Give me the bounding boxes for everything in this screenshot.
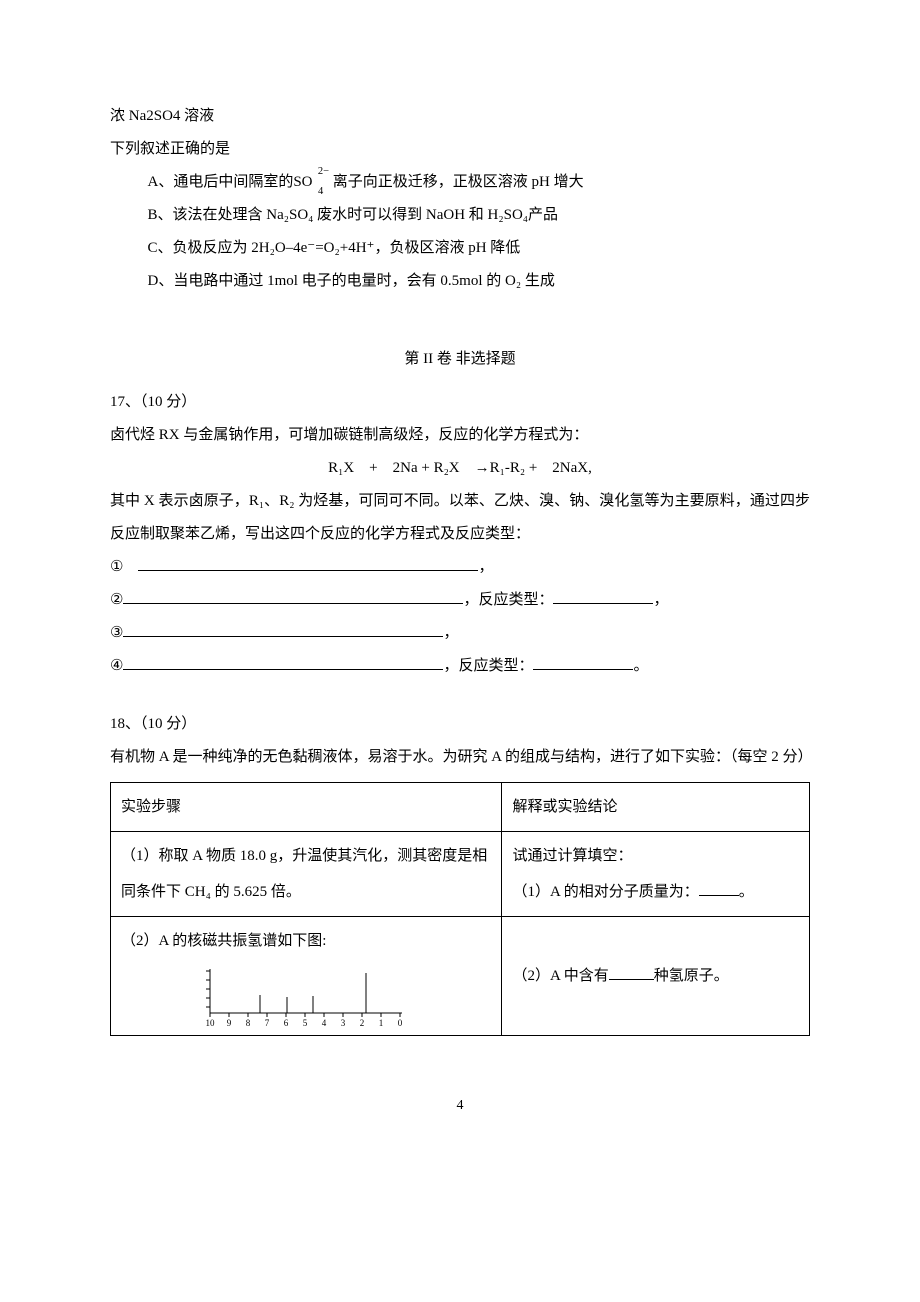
option-b: B、该法在处理含 Na₂SO₄ 废水时可以得到 NaOH 和 H₂SO₄产品 xyxy=(110,199,810,232)
q17-item-2: ② ，反应类型： ， xyxy=(110,584,810,617)
svg-text:10: 10 xyxy=(206,1018,216,1028)
row1-right-l2-pre: （1）A 的相对分子质量为： xyxy=(512,884,698,900)
svg-text:1: 1 xyxy=(379,1018,384,1028)
svg-text:8: 8 xyxy=(246,1018,251,1028)
svg-text:0: 0 xyxy=(398,1018,403,1028)
item4-mid: ，反应类型： xyxy=(443,658,533,674)
item1-suffix: ， xyxy=(478,559,493,575)
experiment-table: 实验步骤 解释或实验结论 （1）称取 A 物质 18.0 g，升温使其汽化，测其… xyxy=(110,782,810,1036)
blank-4-type[interactable] xyxy=(533,652,633,670)
svg-text:4: 4 xyxy=(322,1018,327,1028)
table-row-1: （1）称取 A 物质 18.0 g，升温使其汽化，测其密度是相同条件下 CH₄ … xyxy=(111,832,810,917)
option-a-post: 离子向正极迁移，正极区溶液 pH 增大 xyxy=(329,174,584,190)
blank-1[interactable] xyxy=(138,553,478,571)
header-right: 解释或实验结论 xyxy=(502,783,810,832)
row1-right: 试通过计算填空： （1）A 的相对分子质量为： 。 xyxy=(502,832,810,917)
q18-line-1: 有机物 A 是一种纯净的无色黏稠液体，易溶于水。为研究 A 的组成与结构，进行了… xyxy=(110,741,810,774)
item2-mid: ，反应类型： xyxy=(463,592,553,608)
nmr-spectrum: 109876543210 xyxy=(196,961,416,1029)
option-a-pre: A、通电后中间隔室的 xyxy=(148,174,294,190)
intro-line-1: 浓 Na2SO4 溶液 xyxy=(110,100,810,133)
header-left: 实验步骤 xyxy=(111,783,502,832)
circled-1: ① xyxy=(110,551,123,584)
option-d: D、当电路中通过 1mol 电子的电量时，会有 0.5mol 的 O₂ 生成 xyxy=(110,265,810,298)
item4-suffix: 。 xyxy=(633,658,648,674)
row2-left: （2）A 的核磁共振氢谱如下图: 109876543210 xyxy=(111,917,502,1036)
circled-4: ④ xyxy=(110,650,123,683)
blank-hcount[interactable] xyxy=(609,962,654,980)
row2-right: （2）A 中含有 种氢原子。 xyxy=(502,917,810,1036)
svg-text:3: 3 xyxy=(341,1018,346,1028)
q17-header: 17、（10 分） xyxy=(110,386,810,419)
option-a: A、通电后中间隔室的SO42− 离子向正极迁移，正极区溶液 pH 增大 xyxy=(110,166,810,199)
svg-text:6: 6 xyxy=(284,1018,289,1028)
so4-charge: 2− xyxy=(318,160,329,183)
row1-right-l1: 试通过计算填空： xyxy=(512,838,799,874)
section-2-title: 第 II 卷 非选择题 xyxy=(110,343,810,376)
q17-item-1: ① ， xyxy=(110,551,810,584)
blank-molmass[interactable] xyxy=(699,878,739,896)
row1-right-l2-suf: 。 xyxy=(739,884,754,900)
so4-sub: 4 xyxy=(318,180,323,203)
option-c: C、负极反应为 2H₂O–4e⁻=O₂+4H⁺，负极区溶液 pH 降低 xyxy=(110,232,810,265)
q18-header: 18、（10 分） xyxy=(110,708,810,741)
row2-left-l1: （2）A 的核磁共振氢谱如下图: xyxy=(121,923,491,959)
q17-line-1: 卤代烃 RX 与金属钠作用，可增加碳链制高级烃，反应的化学方程式为： xyxy=(110,419,810,452)
circled-2: ② xyxy=(110,584,123,617)
table-header-row: 实验步骤 解释或实验结论 xyxy=(111,783,810,832)
row1-right-l2: （1）A 的相对分子质量为： 。 xyxy=(512,874,799,910)
q17-line-2: 其中 X 表示卤原子，R₁、R₂ 为烃基，可同可不同。以苯、乙炔、溴、钠、溴化氢… xyxy=(110,485,810,551)
item2-suffix: ， xyxy=(653,592,668,608)
q17-item-4: ④ ，反应类型： 。 xyxy=(110,650,810,683)
circled-3: ③ xyxy=(110,617,123,650)
blank-2-type[interactable] xyxy=(553,586,653,604)
row2-right-suf: 种氢原子。 xyxy=(654,968,729,984)
page-number: 4 xyxy=(110,1091,810,1122)
item3-suffix: ， xyxy=(443,625,458,641)
intro-line-2: 下列叙述正确的是 xyxy=(110,133,810,166)
sulfate-ion: SO42− xyxy=(293,166,329,199)
svg-text:2: 2 xyxy=(360,1018,365,1028)
blank-2[interactable] xyxy=(123,586,463,604)
table-row-2: （2）A 的核磁共振氢谱如下图: 109876543210 （2）A 中含有种氢… xyxy=(111,917,810,1036)
blank-3[interactable] xyxy=(123,619,443,637)
row2-right-pre: （2）A 中含有 xyxy=(512,968,608,984)
blank-4[interactable] xyxy=(123,652,443,670)
svg-text:9: 9 xyxy=(227,1018,232,1028)
row1-left: （1）称取 A 物质 18.0 g，升温使其汽化，测其密度是相同条件下 CH₄ … xyxy=(111,832,502,917)
svg-text:5: 5 xyxy=(303,1018,308,1028)
so4-base: SO xyxy=(293,174,312,190)
svg-text:7: 7 xyxy=(265,1018,270,1028)
q17-item-3: ③， xyxy=(110,617,810,650)
q17-equation: R₁X + 2Na + R₂X →R₁-R₂ + 2NaX, xyxy=(110,452,810,485)
